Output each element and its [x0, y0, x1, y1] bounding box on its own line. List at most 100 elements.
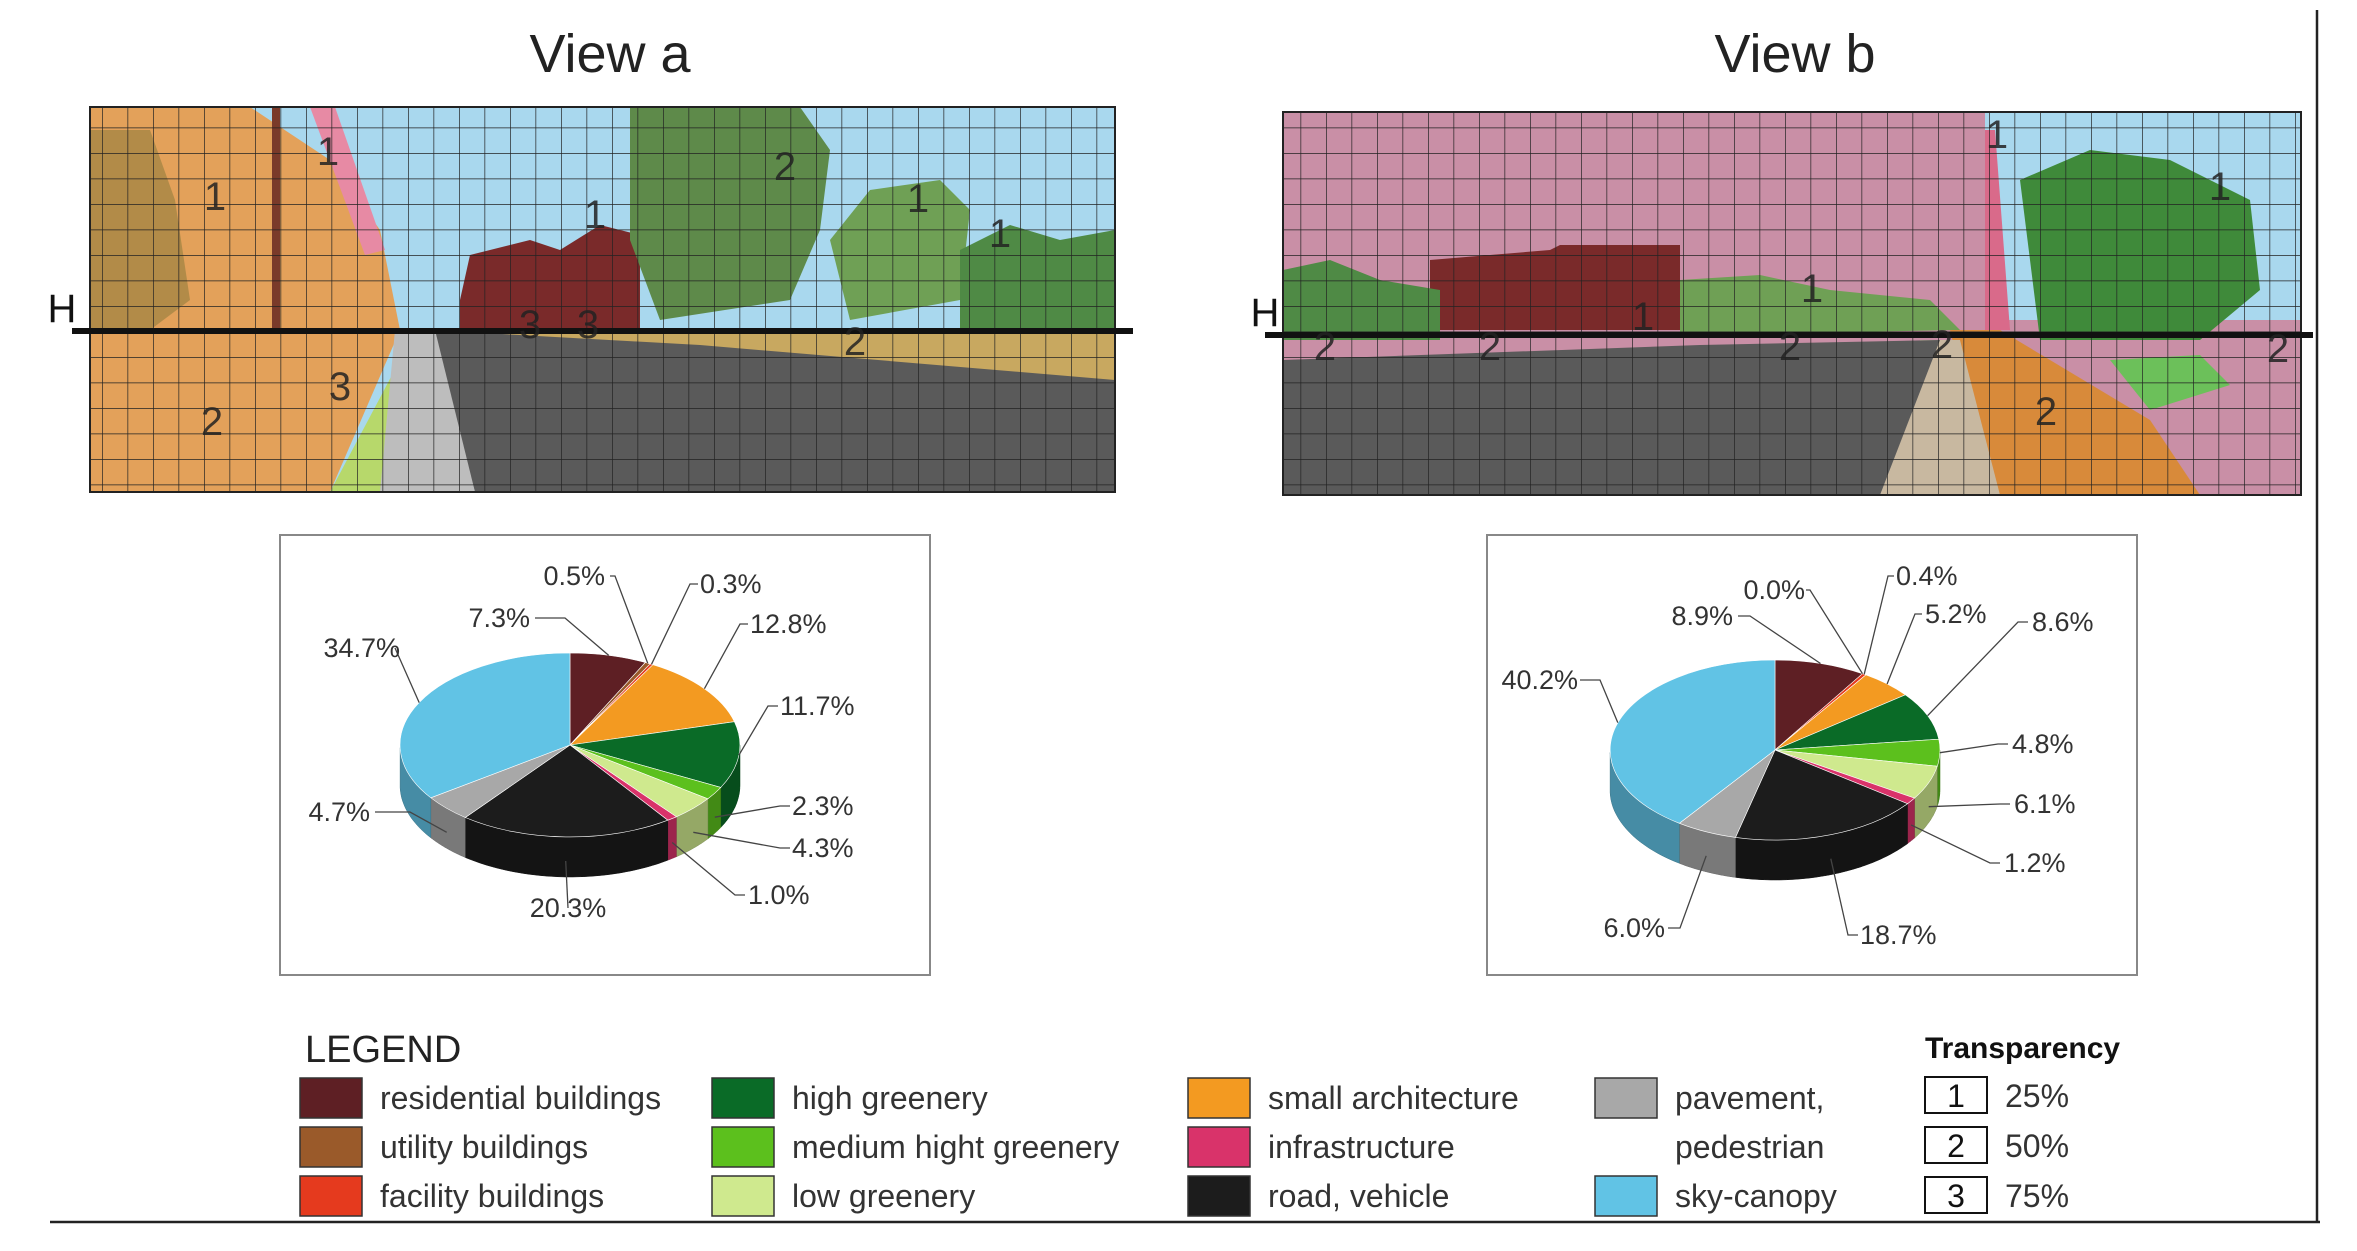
view-a-horizon-label: H — [48, 287, 77, 331]
transparency-box-1 — [1924, 1076, 1988, 1114]
zone-number: 2 — [844, 320, 866, 364]
zone-number: 2 — [774, 145, 796, 189]
zone-number: 1 — [204, 175, 226, 219]
pie-leader-line — [1927, 621, 2028, 717]
pie-leader-line — [535, 617, 610, 656]
legend-label-pavement: pavement, — [1675, 1080, 1824, 1116]
legend-label-small-architecture: small architecture — [1268, 1080, 1519, 1116]
pie-leader-line — [714, 805, 790, 818]
transparency-code: 3 — [1947, 1178, 1965, 1214]
view-b-title: View b — [1714, 24, 1875, 84]
zone-number: 1 — [1986, 113, 2008, 157]
legend-swatch-facility — [299, 1175, 363, 1217]
pie-leader-line — [1580, 679, 1619, 723]
transparency-value: 25% — [2005, 1078, 2069, 1114]
legend-items: residential buildings utility buildings fa… — [299, 1077, 1837, 1217]
legend-swatch-low-greenery — [711, 1175, 775, 1217]
pie-leader-line — [693, 831, 790, 849]
zone-number: 2 — [1479, 325, 1501, 369]
pie-slice-road-vehicle — [464, 744, 669, 838]
zone-number: 1 — [1801, 267, 1823, 311]
zone-number: 2 — [2035, 390, 2057, 434]
legend-swatch-sky — [1594, 1175, 1658, 1217]
view-a-title: View a — [529, 24, 691, 84]
pie-slice-sky-canopy — [1609, 659, 1776, 824]
zone-number: 1 — [584, 193, 606, 237]
transparency-code: 1 — [1947, 1078, 1965, 1114]
pie-side-infrastructure — [667, 816, 677, 861]
view-a-photo — [90, 107, 1115, 492]
zone-number: 3 — [329, 365, 351, 409]
pie-label: 18.7% — [1860, 920, 1937, 950]
transparency-levels: 1 25% 2 50% 3 75% — [1924, 1076, 2069, 1214]
legend-swatch-small-architecture — [1187, 1077, 1251, 1119]
pie-leader-line — [1928, 803, 2010, 808]
legend-label-low-greenery: low greenery — [792, 1178, 975, 1214]
pie-slice-residential-buildings — [1774, 659, 1864, 751]
pie-leader-line — [1830, 858, 1858, 936]
pie-leader-line — [1939, 743, 2008, 754]
zone-number: 1 — [989, 212, 1011, 256]
pie-label: 0.5% — [543, 561, 605, 591]
pie-slice-road-vehicle — [1735, 749, 1909, 841]
pie-label: 34.7% — [323, 633, 400, 663]
pie-side-infrastructure — [1907, 797, 1915, 845]
legend-label-road: road, vehicle — [1268, 1178, 1449, 1214]
pie-slice-small-architecture — [569, 664, 735, 746]
pie-label: 12.8% — [750, 609, 827, 639]
legend-title: LEGEND — [305, 1029, 461, 1071]
pie-slice-high-greenery — [1774, 694, 1940, 751]
view-b-photo — [1283, 112, 2301, 495]
transparency-value: 50% — [2005, 1128, 2069, 1164]
legend-label-high-greenery: high greenery — [792, 1080, 988, 1116]
pie-label: 0.3% — [700, 569, 762, 599]
pie-leader-line — [375, 811, 448, 833]
pie-leader-line — [1738, 615, 1821, 665]
zone-number: 1 — [907, 177, 929, 221]
pie-label: 4.8% — [2012, 729, 2074, 759]
pie-label: 40.2% — [1501, 665, 1578, 695]
pie-leader-line — [650, 583, 698, 665]
pie-label: 4.3% — [792, 833, 854, 863]
legend-label-pavement-line2: pedestrian — [1675, 1129, 1824, 1165]
pie-label: 2.3% — [792, 791, 854, 821]
pie-label: 8.6% — [2032, 607, 2094, 637]
view-a-grid — [90, 107, 1115, 492]
zone-number: 3 — [577, 303, 599, 347]
pie-chart-view-b: 8.9% 0.0% 0.4% 5.2% 8.6% 4.8% 6.1% 1.2% 18.7% 6.0… — [1501, 561, 2093, 950]
legend-label-residential: residential buildings — [380, 1080, 661, 1116]
pie-label: 5.2% — [1925, 599, 1987, 629]
pie-leader-line — [1806, 589, 1864, 675]
pie-label: 1.0% — [748, 880, 810, 910]
legend-swatch-road — [1187, 1175, 1251, 1217]
pie-label: 11.7% — [780, 691, 855, 721]
pie-leader-line — [610, 575, 649, 664]
zone-number: 2 — [1931, 323, 1953, 367]
zone-number: 1 — [317, 130, 339, 174]
legend-label-facility: facility buildings — [380, 1178, 604, 1214]
pie-slice-high-greenery — [569, 721, 741, 788]
zone-number: 2 — [2267, 327, 2289, 371]
pie-leader-line — [1668, 855, 1707, 929]
pie-label: 8.9% — [1671, 601, 1733, 631]
legend-swatch-infrastructure — [1187, 1126, 1251, 1168]
pie-label: 1.2% — [2004, 848, 2066, 878]
pie-leader-line — [1910, 824, 2000, 864]
transparency-box-2 — [1924, 1126, 1988, 1164]
legend-label-medium-greenery: medium hight greenery — [792, 1129, 1119, 1165]
view-b-grid — [1283, 112, 2301, 495]
legend-swatch-residential — [299, 1077, 363, 1119]
pie-leader-line — [1886, 613, 1922, 685]
legend-label-infrastructure: infrastructure — [1268, 1129, 1455, 1165]
zone-number: 2 — [1314, 325, 1336, 369]
pie-leader-line — [1863, 575, 1894, 675]
transparency-value: 75% — [2005, 1178, 2069, 1214]
pie-label: 7.3% — [468, 603, 530, 633]
view-a-frame — [89, 106, 1116, 493]
pie-label: 6.1% — [2014, 789, 2076, 819]
pie-label: 20.3% — [530, 893, 607, 923]
legend-label-utility: utility buildings — [380, 1129, 588, 1165]
